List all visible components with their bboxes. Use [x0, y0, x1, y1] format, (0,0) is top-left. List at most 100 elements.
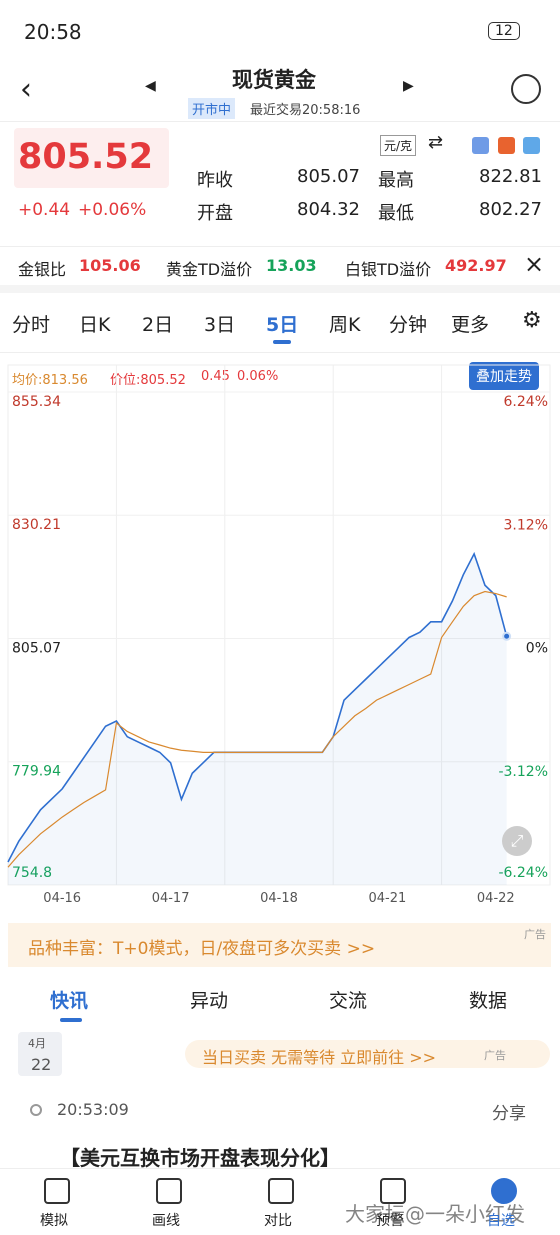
- change-legend: 0.45: [201, 369, 230, 384]
- tab[interactable]: 更多: [451, 314, 490, 336]
- icon[interactable]: [523, 137, 540, 154]
- divider: [0, 352, 560, 353]
- nav-label[interactable]: 画线: [152, 1213, 180, 1229]
- change-pct: +0.06%: [78, 200, 147, 220]
- last-point: [502, 631, 512, 641]
- series-line: [7, 590, 507, 868]
- nav-label[interactable]: 对比: [264, 1213, 292, 1229]
- tab[interactable]: 分钟: [389, 314, 428, 336]
- stat-value: 822.81: [479, 166, 542, 187]
- tab[interactable]: 分时: [12, 314, 51, 336]
- overlay-button[interactable]: 叠加走势: [469, 362, 539, 390]
- y2-tick-label: 0%: [526, 641, 548, 657]
- icon[interactable]: [498, 137, 515, 154]
- ad-text: 当日买卖 无需等待 立即前往 >>: [202, 1048, 437, 1067]
- divider: [0, 285, 560, 293]
- icon[interactable]: [472, 137, 489, 154]
- unit[interactable]: 元/克: [380, 135, 417, 156]
- ticker-label: 黄金TD溢价: [166, 260, 253, 279]
- ticker-label: 金银比: [18, 260, 67, 279]
- ticker-value: 13.03: [266, 256, 317, 275]
- tab-indicator: [60, 1018, 82, 1022]
- price-box: [14, 128, 169, 188]
- swap-icon[interactable]: ⇄: [428, 132, 444, 153]
- last-trade: 最近交易20:58:16: [250, 103, 361, 118]
- nav-icon[interactable]: [156, 1178, 182, 1204]
- chart: 04-16 04-17 04-18 04-21 04-22 754.8 779.94 805.…: [7, 364, 551, 906]
- clock: 20:58: [24, 20, 82, 44]
- x-tick-label: 04-18: [260, 891, 298, 906]
- ad-tag: 广告: [484, 1049, 506, 1062]
- stat-label: 开盘: [197, 203, 233, 224]
- ticker-value: 492.97: [445, 256, 507, 275]
- stat-value: 804.32: [297, 199, 360, 220]
- watermark: 大家坛@一朵小红发: [345, 1202, 525, 1226]
- y2-tick-label: -3.12%: [498, 764, 548, 780]
- tab[interactable]: 日K: [79, 314, 111, 336]
- market-status: 开市中: [188, 98, 236, 119]
- nav-icon[interactable]: [491, 1178, 517, 1204]
- avg-legend: 均价:813.56: [12, 369, 88, 388]
- date-month: 4月: [28, 1037, 46, 1050]
- tab[interactable]: 周K: [329, 314, 361, 336]
- share-button[interactable]: 分享: [492, 1104, 526, 1124]
- refresh-button[interactable]: [511, 74, 541, 104]
- y2-tick-label: 3.12%: [504, 517, 548, 533]
- price-area: [8, 553, 507, 885]
- ad-tag: 广告: [524, 928, 546, 941]
- x-tick-label: 04-21: [369, 891, 407, 906]
- avg-value: 均价:813.56: [12, 373, 88, 388]
- y-tick-label: 830.21: [12, 517, 61, 533]
- stat-label: 最高: [378, 170, 414, 191]
- y-tick-label: 754.8: [12, 865, 52, 881]
- x-tick-label: 04-16: [43, 891, 81, 906]
- y2-tick-label: 6.24%: [504, 394, 548, 410]
- banner-text: 品种丰富：T+0模式，日/夜盘可多次买卖 >>: [28, 939, 376, 959]
- ad-banner[interactable]: [185, 1040, 550, 1068]
- news-tab[interactable]: 交流: [329, 990, 368, 1012]
- fullscreen-button[interactable]: ⤢: [502, 826, 532, 856]
- stat-value: 802.27: [479, 199, 542, 220]
- tab[interactable]: 2日: [142, 314, 174, 336]
- y2-tick-label: -6.24%: [498, 865, 548, 881]
- date-badge: [18, 1032, 62, 1076]
- nav-label[interactable]: 模拟: [40, 1213, 68, 1229]
- banner[interactable]: [8, 923, 551, 967]
- timeline-dot: [30, 1104, 42, 1116]
- y-tick-label: 855.34: [12, 394, 61, 410]
- stat-label: 最低: [378, 203, 414, 224]
- close-button[interactable]: ×: [524, 250, 545, 278]
- battery: 12: [488, 22, 520, 40]
- price-legend: 价位:805.52: [110, 373, 186, 388]
- ticker-label: 白银TD溢价: [345, 260, 432, 279]
- date-day: 22: [31, 1055, 52, 1074]
- price: 805.52: [18, 137, 154, 177]
- nav-label[interactable]: 自选: [487, 1213, 515, 1229]
- ticker-value: 105.06: [79, 256, 141, 275]
- nav-label[interactable]: 预警: [376, 1213, 404, 1229]
- stat-value: 805.07: [297, 166, 360, 187]
- news-time: 20:53:09: [57, 1100, 129, 1119]
- tab[interactable]: 3日: [204, 314, 236, 336]
- stat-label: 昨收: [197, 170, 233, 191]
- divider: [0, 246, 560, 247]
- change-pct-legend: 0.06%: [237, 369, 279, 384]
- nav-icon[interactable]: [44, 1178, 70, 1204]
- tab[interactable]: 5日: [266, 314, 299, 336]
- news-tab[interactable]: 异动: [190, 990, 229, 1012]
- prev-arrow[interactable]: ◀: [145, 78, 156, 94]
- news-tab[interactable]: 快讯: [50, 990, 89, 1012]
- y-tick-label: 779.94: [12, 764, 61, 780]
- y-tick-label: 805.07: [12, 641, 61, 657]
- headline[interactable]: 【美元互换市场开盘表现分化】: [60, 1146, 340, 1170]
- divider: [0, 121, 560, 122]
- settings-button[interactable]: ⚙: [522, 308, 542, 333]
- next-arrow[interactable]: ▶: [403, 78, 414, 94]
- news-tab[interactable]: 数据: [469, 990, 508, 1012]
- nav-icon[interactable]: [380, 1178, 406, 1204]
- tab-indicator: [273, 340, 291, 344]
- back-button[interactable]: ‹: [20, 72, 32, 107]
- x-tick-label: 04-22: [477, 891, 515, 906]
- nav-icon[interactable]: [268, 1178, 294, 1204]
